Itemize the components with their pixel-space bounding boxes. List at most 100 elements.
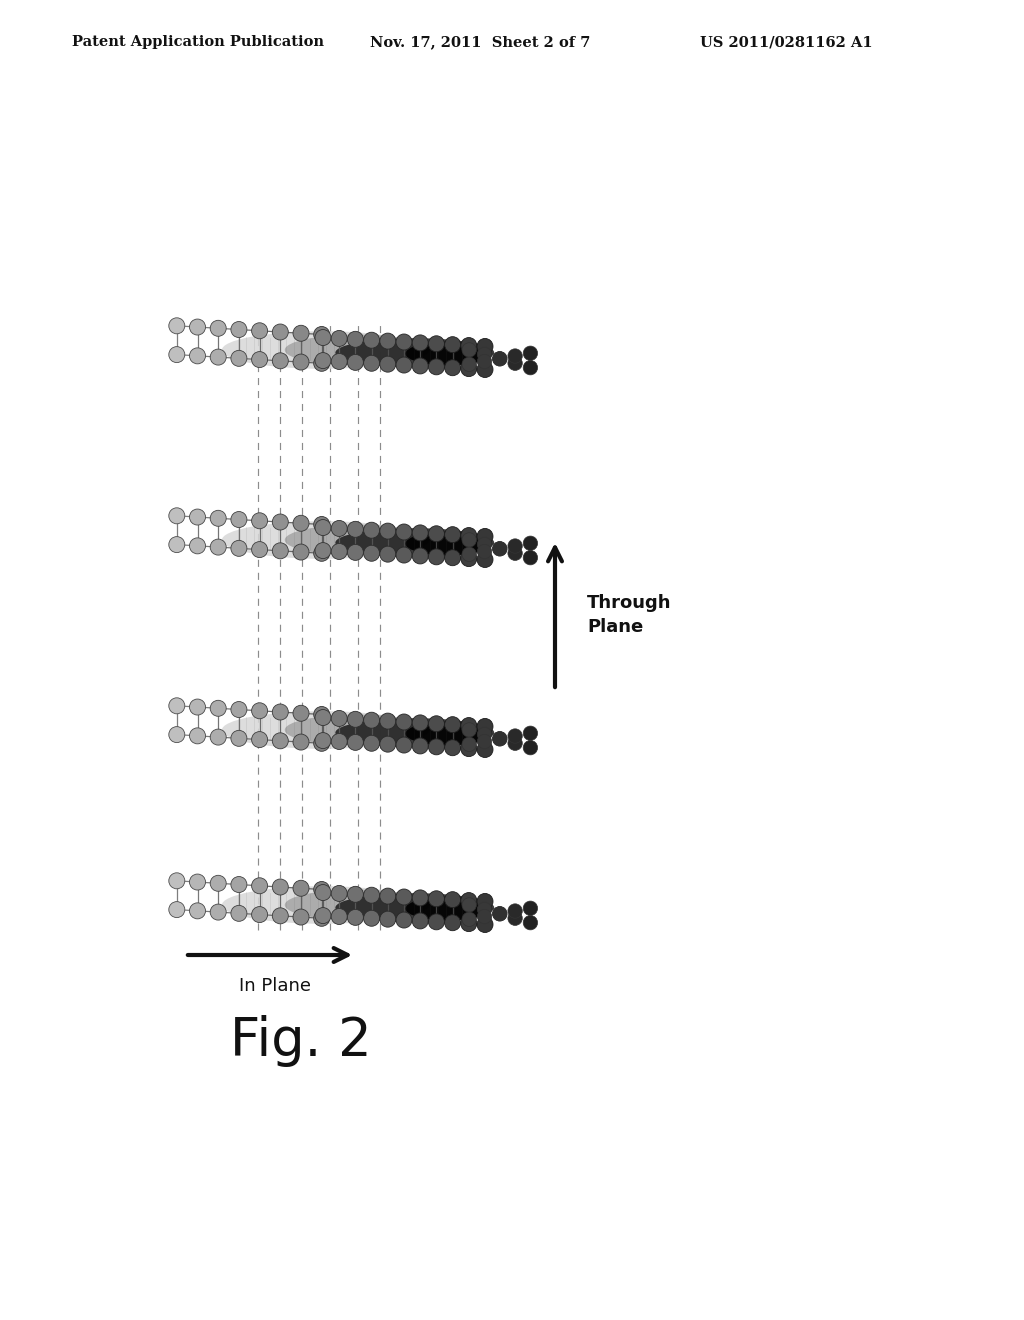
Circle shape [396, 714, 412, 730]
Circle shape [313, 882, 330, 898]
Circle shape [508, 356, 522, 371]
Circle shape [252, 351, 267, 367]
Circle shape [293, 544, 309, 560]
Circle shape [347, 354, 364, 371]
Circle shape [444, 717, 461, 733]
Circle shape [444, 360, 461, 376]
Circle shape [210, 539, 226, 556]
Circle shape [444, 892, 461, 908]
Circle shape [230, 906, 247, 921]
Circle shape [461, 916, 477, 932]
Circle shape [272, 879, 289, 895]
Circle shape [252, 907, 267, 923]
Circle shape [396, 524, 412, 540]
Circle shape [462, 533, 476, 546]
Ellipse shape [335, 894, 495, 923]
Circle shape [396, 912, 412, 928]
Circle shape [210, 321, 226, 337]
Circle shape [347, 734, 364, 750]
Circle shape [252, 702, 267, 719]
Circle shape [331, 520, 347, 536]
Circle shape [313, 735, 330, 751]
Circle shape [210, 348, 226, 366]
Circle shape [347, 544, 364, 561]
Ellipse shape [222, 711, 424, 748]
Circle shape [313, 326, 330, 342]
Circle shape [331, 330, 347, 346]
Circle shape [523, 346, 538, 360]
Circle shape [493, 351, 507, 366]
Circle shape [493, 731, 507, 746]
Circle shape [462, 912, 476, 927]
Circle shape [364, 333, 380, 348]
Circle shape [428, 335, 444, 352]
Circle shape [413, 913, 428, 929]
Circle shape [462, 358, 476, 371]
Circle shape [169, 318, 184, 334]
Ellipse shape [222, 886, 424, 924]
Text: Patent Application Publication: Patent Application Publication [72, 36, 324, 49]
Circle shape [477, 727, 492, 742]
Circle shape [189, 874, 206, 890]
Circle shape [477, 734, 492, 748]
Circle shape [210, 701, 226, 717]
Circle shape [461, 741, 477, 756]
Circle shape [428, 739, 444, 755]
Circle shape [493, 731, 507, 746]
Circle shape [380, 713, 396, 729]
Ellipse shape [222, 331, 424, 368]
Circle shape [315, 710, 331, 726]
Ellipse shape [335, 718, 495, 747]
Circle shape [272, 352, 289, 368]
Circle shape [428, 525, 444, 541]
Circle shape [331, 354, 347, 370]
Circle shape [462, 737, 476, 751]
Circle shape [331, 544, 347, 560]
Circle shape [380, 333, 396, 348]
Circle shape [508, 904, 522, 919]
Circle shape [293, 354, 309, 370]
Circle shape [252, 512, 267, 529]
Circle shape [313, 706, 330, 722]
Circle shape [293, 734, 309, 750]
Circle shape [428, 549, 444, 565]
Circle shape [380, 356, 396, 372]
Circle shape [380, 888, 396, 904]
Text: Fig. 2: Fig. 2 [230, 1015, 372, 1067]
Circle shape [252, 731, 267, 747]
Circle shape [315, 884, 331, 900]
Circle shape [331, 710, 347, 726]
Circle shape [364, 523, 380, 539]
Circle shape [493, 541, 507, 556]
Circle shape [508, 737, 522, 751]
Circle shape [189, 319, 206, 335]
Circle shape [189, 348, 206, 364]
Circle shape [169, 698, 184, 714]
Circle shape [169, 902, 184, 917]
Circle shape [315, 330, 331, 346]
Circle shape [477, 347, 492, 362]
Circle shape [523, 550, 538, 565]
Circle shape [230, 730, 247, 746]
Circle shape [462, 723, 476, 737]
Circle shape [508, 911, 522, 925]
Circle shape [293, 909, 309, 925]
Circle shape [508, 348, 522, 363]
Circle shape [461, 892, 477, 908]
Ellipse shape [406, 896, 493, 920]
Circle shape [293, 515, 309, 531]
Circle shape [380, 523, 396, 539]
Circle shape [169, 537, 184, 553]
Circle shape [462, 898, 476, 912]
Circle shape [315, 733, 331, 748]
Circle shape [315, 520, 331, 536]
Circle shape [230, 322, 247, 338]
Circle shape [315, 543, 331, 558]
Circle shape [508, 729, 522, 743]
Circle shape [189, 510, 206, 525]
Circle shape [347, 886, 364, 903]
Text: Through
Plane: Through Plane [587, 594, 672, 636]
Ellipse shape [406, 342, 493, 366]
Ellipse shape [222, 521, 424, 558]
Circle shape [477, 742, 493, 758]
